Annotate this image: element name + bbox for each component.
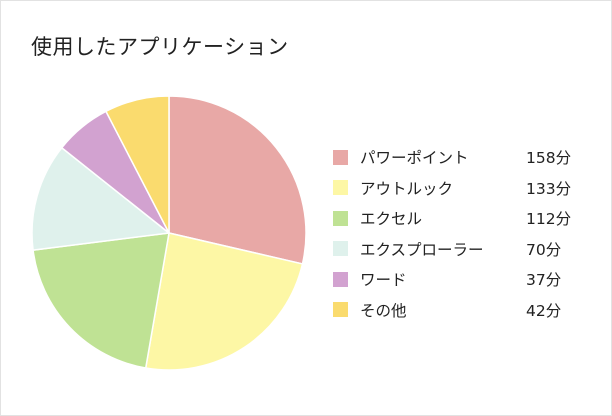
legend-swatch-other xyxy=(333,302,348,318)
legend-swatch-word xyxy=(333,271,348,287)
legend-name: ワード xyxy=(360,271,407,290)
pie-slice-3 xyxy=(31,146,171,251)
legend-item-excel: エクセル 112分 xyxy=(333,203,593,234)
pie-slice-2 xyxy=(32,232,170,369)
pie-slice-1 xyxy=(144,232,304,371)
legend-swatch-outlook xyxy=(333,180,348,196)
pie-slice-0 xyxy=(168,95,307,265)
legend-name: エクスプローラー xyxy=(360,240,484,259)
legend-name: アウトルック xyxy=(360,179,454,198)
legend-value: 37分 xyxy=(526,271,562,290)
legend-value: 133分 xyxy=(526,179,572,198)
legend-name: エクセル xyxy=(360,210,423,229)
legend-value: 158分 xyxy=(526,149,572,168)
legend-value: 112分 xyxy=(526,210,572,229)
legend-swatch-excel xyxy=(333,210,348,226)
legend-item-explorer: エクスプローラー 70分 xyxy=(333,234,593,265)
legend-item-outlook: アウトルック 133分 xyxy=(333,173,593,204)
legend-value: 70分 xyxy=(526,240,562,259)
legend-swatch-powerpoint xyxy=(333,149,348,165)
legend-name: パワーポイント xyxy=(360,149,469,168)
legend-item-powerpoint: パワーポイント 158分 xyxy=(333,142,593,173)
chart-title: 使用したアプリケーション xyxy=(31,35,289,59)
legend-value: 42分 xyxy=(526,301,562,320)
legend-swatch-explorer xyxy=(333,241,348,257)
legend: パワーポイント 158分 アウトルック 133分 エクセル 112分 エクスプロ… xyxy=(333,142,593,325)
legend-item-word: ワード 37分 xyxy=(333,264,593,295)
pie-slice-5 xyxy=(104,95,170,234)
legend-name: その他 xyxy=(360,301,407,320)
legend-item-other: その他 42分 xyxy=(333,295,593,326)
